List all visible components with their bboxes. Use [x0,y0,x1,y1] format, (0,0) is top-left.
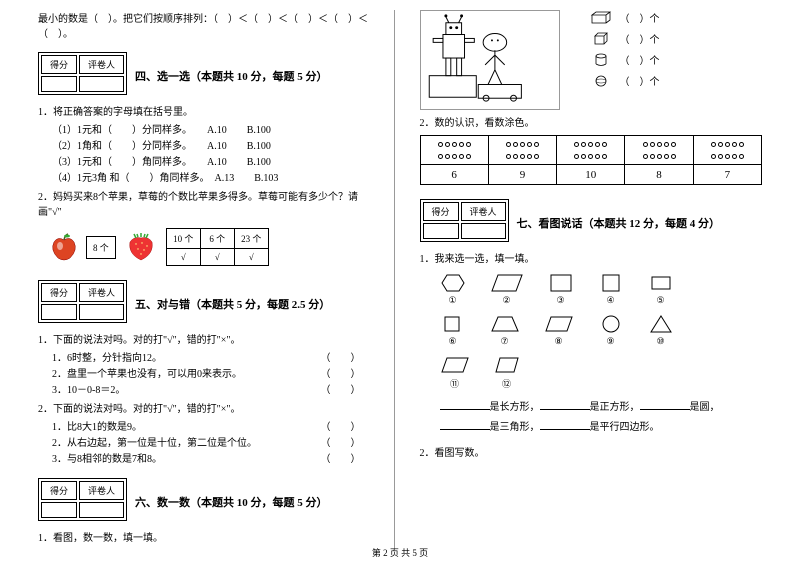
lbl-2: ② [494,295,520,306]
s4-r3: （3）1元和（ ）角同样多。 A.10 B.100 [52,155,381,171]
s5-s2: 2．盘里一个苹果也没有，可以用0来表示。（ ） [52,367,381,383]
section7-title: 七、看图说话（本题共 12 分，每题 4 分） [517,215,721,231]
s5-s5: 2．从右边起，第一位是十位，第二位是个位。（ ） [52,436,381,452]
s6-q2: 2．数的认识，看数涂色。 [420,116,763,131]
cylinder-count: （ ）个 [620,52,660,67]
lbl-8: ⑧ [546,336,572,347]
lbl-10: ⑩ [648,336,674,347]
lbl-12: ⑫ [494,377,520,390]
section6-title: 六、数一数（本题共 10 分，每题 5 分） [135,494,328,510]
dots-3 [557,136,625,165]
fill-1: 是长方形，是正方形，是圆， [440,398,763,418]
score-box-7: 得分评卷人 [420,199,509,242]
dot-table: 6 9 10 8 7 [420,135,763,185]
top-text: 最小的数是（ ）。把它们按顺序排列：（ ）＜（ ）＜（ ）＜（ ）＜（ ）。 [38,10,381,40]
shapes-area: ① ② ③ ④ ⑤ ⑥ ⑦ ⑧ ⑨ ⑩ ⑪ ⑫ [440,273,763,390]
opt-10: 10 个 [166,229,200,249]
num-7: 7 [693,165,761,185]
apple-icon [48,232,80,262]
ck3[interactable]: √ [234,249,268,266]
cuboid-count: （ ）个 [620,10,660,25]
dots-1 [420,136,488,165]
s5-q1: 1．下面的说法对吗。对的打"√"，错的打"×"。 [38,333,381,348]
sphere-count: （ ）个 [620,73,660,88]
sphere-icon [590,74,612,88]
lbl-7: ⑦ [492,336,518,347]
robot-illustration [420,10,560,110]
s7-q1: 1．我来选一选，填一填。 [420,252,763,267]
ck1[interactable]: √ [166,249,200,266]
s5-s6: 3．与8相邻的数是7和8。（ ） [52,452,381,468]
s4-r4: （4）1元3角 和（ ）角同样多。 A.13 B.103 [52,171,381,187]
s4-q1: 1．将正确答案的字母填在括号里。 [38,105,381,120]
ck2[interactable]: √ [200,249,234,266]
triangle-icon [649,314,673,334]
dots-4 [625,136,693,165]
lbl-11: ⑪ [442,377,468,390]
s5-s1: 1．6时整，分针指向12。（ ） [52,351,381,367]
hexagon-icon [440,273,466,293]
lbl-5: ⑤ [648,295,674,306]
fill-2: 是三角形，是平行四边形。 [440,418,763,438]
shape-count-list: （ ）个 （ ）个 （ ）个 （ ）个 [590,10,660,110]
apple-count: 8 个 [86,236,116,259]
num-10: 10 [557,165,625,185]
page-footer: 第 2 页 共 5 页 [0,546,800,559]
num-9: 9 [488,165,556,185]
cylinder-icon [590,53,612,67]
score-col2: 评卷人 [79,55,124,74]
section4-title: 四、选一选（本题共 10 分，每题 5 分） [135,68,328,84]
s4-r1: （1）1元和（ ）分同样多。 A.10 B.100 [52,123,381,139]
s4-r2: （2）1角和（ ）分同样多。 A.10 B.100 [52,139,381,155]
dots-5 [693,136,761,165]
section5-title: 五、对与错（本题共 5 分，每题 2.5 分） [135,296,330,312]
cube-icon [590,32,612,46]
s5-s4: 1．比8大1的数是9。（ ） [52,420,381,436]
opt-6: 6 个 [200,229,234,249]
s5-s3: 3．10－0-8＝2。（ ） [52,383,381,399]
lbl-1: ① [440,295,466,306]
cube-count: （ ）个 [620,31,660,46]
opt-23: 23 个 [234,229,268,249]
lbl-9: ⑨ [598,336,624,347]
score-box-5: 得分评卷人 [38,280,127,323]
lbl-3: ③ [548,295,574,306]
lbl-4: ④ [598,295,624,306]
strawberry-icon [122,232,160,262]
parallelogram3-icon [440,355,470,375]
num-8: 8 [625,165,693,185]
num-6: 6 [420,165,488,185]
score-box-6: 得分评卷人 [38,478,127,521]
lbl-6: ⑥ [440,336,466,347]
parallelogram2-icon [544,314,574,334]
score-box: 得分 评卷人 [38,52,127,95]
fruit-row: 8 个 10 个 6 个 23 个 √ √ √ [48,228,381,266]
parallelogram4-icon [494,355,520,375]
score-col1: 得分 [41,55,77,74]
s7-q2: 2．看图写数。 [420,446,763,461]
s4-q2: 2．妈妈买来8个苹果，草莓的个数比苹果多得多。草莓可能有多少个？请画"√" [38,190,381,220]
rect2-icon [650,273,672,293]
dots-2 [488,136,556,165]
parallelogram-icon [490,273,524,293]
cuboid-icon [590,11,612,25]
strawberry-options: 10 个 6 个 23 个 √ √ √ [166,228,269,266]
square2-icon [442,314,464,334]
s5-q2: 2．下面的说法对吗。对的打"√"，错的打"×"。 [38,402,381,417]
s6-q1: 1．看图，数一数，填一填。 [38,531,381,546]
rect-icon [549,273,573,293]
circle-icon [601,314,621,334]
square-icon [601,273,621,293]
column-divider [394,10,395,549]
trapezoid-icon [490,314,520,334]
